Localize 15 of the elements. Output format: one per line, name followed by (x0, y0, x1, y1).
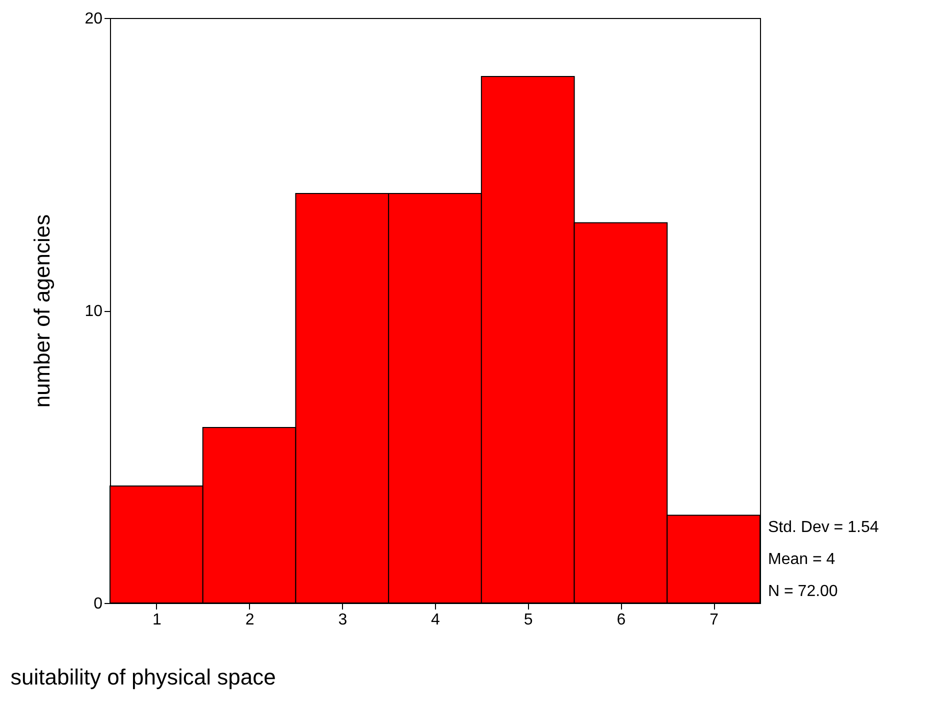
y-tick-label: 20 (84, 10, 103, 28)
x-axis-title: suitability of physical space (10, 664, 276, 690)
x-tick-label: 5 (524, 612, 533, 628)
x-tick-label: 3 (338, 612, 348, 628)
x-tick-label: 1 (152, 612, 162, 628)
x-tick-label: 6 (616, 612, 626, 628)
text: N = 72.00 (768, 583, 838, 600)
text: Std. Dev = 1.54 (768, 519, 879, 536)
y-tick-label: 10 (84, 303, 103, 320)
text: Mean = 4 (768, 551, 836, 568)
x-tick-label: 7 (710, 612, 719, 628)
y-tick-label: 0 (94, 596, 103, 612)
x-tick-label: 2 (245, 612, 254, 628)
y-axis-title: number of agencies (30, 214, 55, 408)
x-tick-label: 4 (431, 612, 440, 628)
